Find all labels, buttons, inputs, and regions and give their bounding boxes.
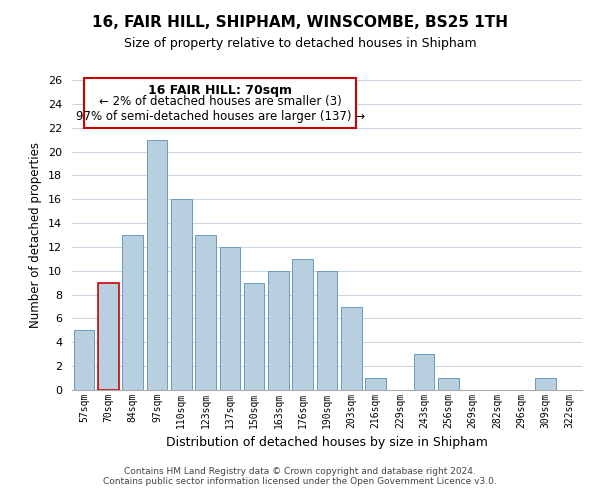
- X-axis label: Distribution of detached houses by size in Shipham: Distribution of detached houses by size …: [166, 436, 488, 450]
- Text: 16 FAIR HILL: 70sqm: 16 FAIR HILL: 70sqm: [148, 84, 292, 96]
- Bar: [438, 378, 459, 390]
- Text: Size of property relative to detached houses in Shipham: Size of property relative to detached ho…: [124, 38, 476, 51]
- Bar: [414, 354, 434, 390]
- Bar: [292, 259, 313, 390]
- Bar: [171, 199, 191, 390]
- Text: Contains public sector information licensed under the Open Government Licence v3: Contains public sector information licen…: [103, 477, 497, 486]
- Text: 16, FAIR HILL, SHIPHAM, WINSCOMBE, BS25 1TH: 16, FAIR HILL, SHIPHAM, WINSCOMBE, BS25 …: [92, 15, 508, 30]
- Bar: [220, 247, 240, 390]
- Bar: [74, 330, 94, 390]
- Bar: [268, 271, 289, 390]
- Bar: [195, 235, 216, 390]
- Bar: [98, 282, 119, 390]
- Bar: [365, 378, 386, 390]
- Bar: [122, 235, 143, 390]
- Bar: [535, 378, 556, 390]
- Bar: [244, 282, 265, 390]
- Text: 97% of semi-detached houses are larger (137) →: 97% of semi-detached houses are larger (…: [76, 110, 365, 123]
- Bar: [341, 306, 362, 390]
- Text: Contains HM Land Registry data © Crown copyright and database right 2024.: Contains HM Land Registry data © Crown c…: [124, 467, 476, 476]
- Text: ← 2% of detached houses are smaller (3): ← 2% of detached houses are smaller (3): [99, 96, 341, 108]
- Bar: [317, 271, 337, 390]
- FancyBboxPatch shape: [84, 78, 356, 128]
- Y-axis label: Number of detached properties: Number of detached properties: [29, 142, 43, 328]
- Bar: [146, 140, 167, 390]
